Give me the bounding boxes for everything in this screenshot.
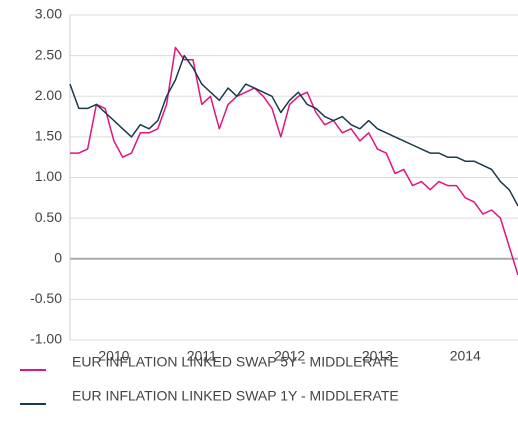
y-tick-label: 3.00: [35, 6, 62, 22]
y-tick-label: 0: [54, 249, 62, 265]
y-tick-label: 2.50: [35, 46, 62, 62]
x-tick-label: 2013: [362, 348, 393, 364]
y-tick-label: -1.00: [30, 331, 62, 347]
x-tick-label: 2014: [450, 348, 481, 364]
x-tick-label: 2012: [274, 348, 305, 364]
y-tick-label: -0.50: [30, 290, 62, 306]
y-tick-label: 2.00: [35, 87, 62, 103]
y-tick-label: 0.50: [35, 209, 62, 225]
legend-label: EUR INFLATION LINKED SWAP 1Y - MIDDLERAT…: [72, 388, 399, 404]
line-series: [69, 54, 518, 207]
x-tick-label: 2010: [98, 348, 129, 364]
y-tick-label: 1.00: [35, 168, 62, 184]
y-tick-label: 1.50: [35, 128, 62, 144]
line-series: [70, 46, 518, 276]
x-tick-label: 2011: [187, 348, 217, 364]
legend-label: EUR INFLATION LINKED SWAP 5Y - MIDDLERAT…: [72, 354, 399, 370]
